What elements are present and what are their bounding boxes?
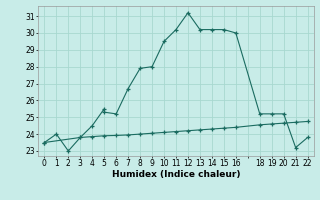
X-axis label: Humidex (Indice chaleur): Humidex (Indice chaleur)	[112, 170, 240, 179]
